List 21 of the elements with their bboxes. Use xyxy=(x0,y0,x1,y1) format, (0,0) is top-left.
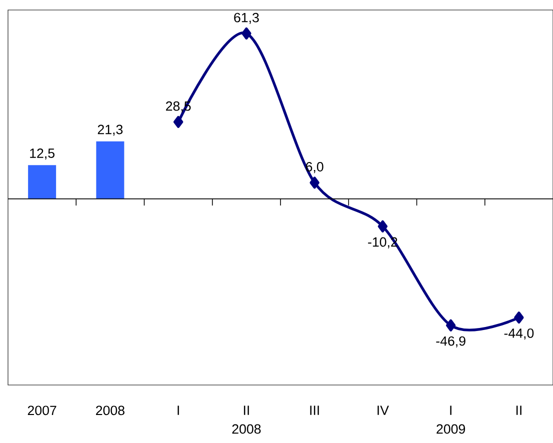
text: 2008 xyxy=(232,424,261,434)
data-label: -44,0 xyxy=(504,328,534,340)
x-tick-label: IV xyxy=(378,406,389,415)
data-label: -46,9 xyxy=(436,336,466,348)
point xyxy=(446,319,456,332)
x-tick-label: II xyxy=(516,406,522,415)
x-tick-label: II xyxy=(244,406,249,415)
point xyxy=(378,220,388,232)
x-tick-label: I xyxy=(450,406,452,415)
x-tick-label: I xyxy=(178,406,179,415)
data-label: 12,5 xyxy=(30,148,54,160)
x-tick-label: 2008 xyxy=(96,406,124,416)
point xyxy=(310,176,320,189)
data-label: 61,3 xyxy=(234,12,259,24)
text: 2009 xyxy=(436,424,466,434)
data-label: 21,3 xyxy=(98,124,123,136)
x-tick-label: 2007 xyxy=(28,406,56,416)
point xyxy=(242,27,252,40)
point xyxy=(514,312,524,324)
x-tick-label: III xyxy=(310,406,319,415)
point xyxy=(173,116,184,128)
